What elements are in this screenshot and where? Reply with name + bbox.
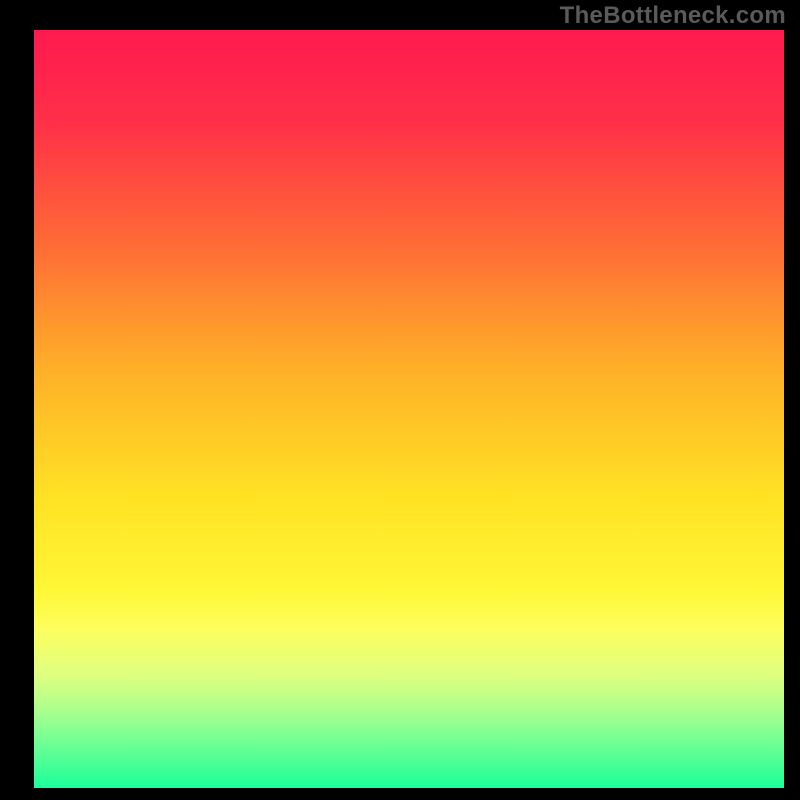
watermark-text: TheBottleneck.com xyxy=(560,2,786,30)
chart-stage: TheBottleneck.com xyxy=(0,0,800,800)
gradient-background xyxy=(34,30,784,788)
plot-area xyxy=(34,30,784,788)
